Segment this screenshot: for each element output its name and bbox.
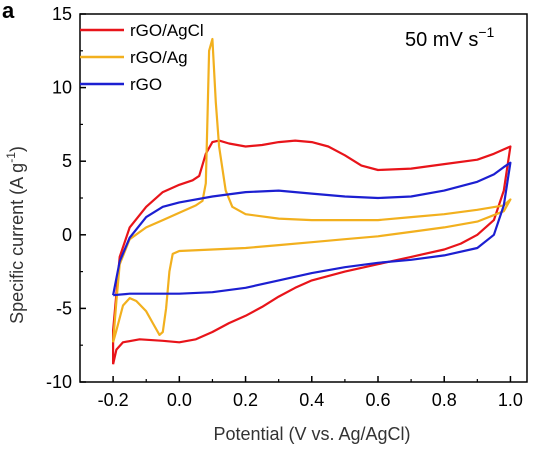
x-tick-label: 1.0	[498, 390, 523, 410]
scan-rate-annotation: 50 mV s−1	[405, 24, 495, 51]
x-tick-label: 0.0	[167, 390, 192, 410]
series-line-rgo-agcl	[111, 139, 512, 365]
legend-label: rGO	[130, 75, 162, 94]
x-tick-label: 0.2	[233, 390, 258, 410]
x-tick-label: 0.4	[299, 390, 324, 410]
y-tick-label: 15	[52, 4, 72, 24]
y-tick-label: 10	[52, 78, 72, 98]
x-tick-label: 0.8	[432, 390, 457, 410]
x-tick-labels: -0.2 0.0 0.2 0.4 0.6 0.8 1.0	[98, 390, 523, 410]
y-tick-label: 0	[62, 225, 72, 245]
legend-label: rGO/AgCl	[130, 21, 204, 40]
series-layer	[111, 37, 512, 365]
legend: rGO/AgCl rGO/Ag rGO	[80, 21, 204, 94]
y-tick-label: -10	[46, 372, 72, 392]
y-axis-title: Specific current (A g-1)	[4, 146, 27, 324]
scan-rate-sup: −1	[478, 24, 494, 40]
scan-rate-value: 50 mV s	[405, 29, 478, 51]
legend-label: rGO/Ag	[130, 48, 188, 67]
x-tick-label: 0.6	[365, 390, 390, 410]
plot-frame	[79, 13, 528, 383]
y-tick-labels: -10 -5 0 5 10 15	[46, 4, 72, 392]
series-line-rgo	[112, 161, 512, 297]
panel-label: a	[2, 0, 15, 23]
y-axis-title-close: )	[7, 146, 27, 152]
x-tick-label: -0.2	[98, 390, 129, 410]
x-axis-title: Potential (V vs. Ag/AgCl)	[213, 424, 410, 444]
y-tick-label: 5	[62, 151, 72, 171]
y-axis-title-main: Specific current (A g	[7, 163, 27, 324]
y-tick-label: -5	[56, 298, 72, 318]
y-axis-title-sup: -1	[4, 152, 18, 163]
series-line-rgo-ag	[112, 37, 512, 343]
axis-ticks	[80, 13, 512, 383]
